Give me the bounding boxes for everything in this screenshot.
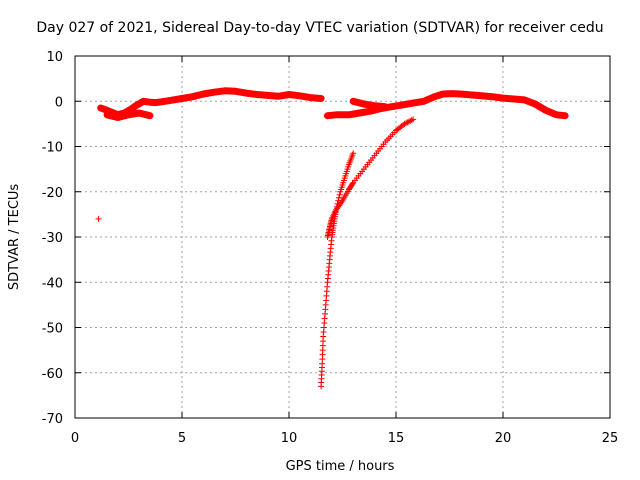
midday-band-point (524, 97, 531, 104)
midday-band-point (423, 97, 430, 104)
morning-band-point (192, 93, 199, 100)
midday-band-point (420, 98, 427, 105)
morning-band-point (195, 92, 202, 99)
midday-upper-band-point (355, 99, 362, 106)
morning-band-point (189, 93, 196, 100)
midday-band-point (367, 108, 374, 115)
morning-band-point (197, 91, 204, 98)
y-tick-label: -30 (42, 231, 63, 246)
morning-band-point (318, 95, 325, 102)
midday-band-point (526, 98, 533, 105)
x-tick-label: 0 (71, 431, 79, 446)
axes: 0 5 10 15 20 25 10 0 -10 -20 -30 -40 -50 -60 -70 (42, 50, 619, 446)
midday-band-point (428, 94, 435, 101)
morning-lower-band-point (117, 113, 124, 120)
plunge-left-branch-point (336, 191, 343, 198)
midday-band-point (562, 112, 569, 119)
morning-lower-band-point (138, 110, 145, 117)
plunge-left-branch-point (350, 150, 357, 157)
x-tick-label: 20 (495, 431, 512, 446)
midday-upper-band-point (382, 103, 389, 110)
midday-band-point (426, 95, 433, 102)
midday-band-point (542, 107, 549, 114)
y-tick-label: -20 (42, 186, 63, 201)
y-tick-label: 0 (55, 95, 63, 110)
morning-lower-band-point (114, 114, 121, 121)
morning-lower-band-point (104, 111, 111, 118)
morning-lower-band-point (122, 112, 129, 119)
grid (75, 56, 610, 418)
chart-title: Day 027 of 2021, Sidereal Day-to-day VTE… (36, 20, 603, 36)
plunge-right-branch-point (408, 117, 415, 124)
x-tick-label: 5 (178, 431, 186, 446)
midday-upper-band-point (350, 98, 357, 105)
midday-band-point (548, 109, 555, 116)
morning-lower-band-point (109, 113, 116, 120)
y-tick-label: -40 (42, 276, 63, 291)
morning-lower-band-point (120, 113, 127, 120)
morning-lower-band-point (144, 112, 151, 119)
morning-lower-band-point (141, 111, 148, 118)
y-tick-label: 10 (46, 50, 63, 65)
data-points (95, 87, 569, 390)
outlier-point (95, 215, 102, 222)
y-axis-label: SDTVAR / TECUs (7, 184, 22, 291)
midday-band-point (521, 96, 528, 103)
x-tick-label: 15 (388, 431, 405, 446)
x-axis-label: GPS time / hours (286, 459, 395, 474)
morning-lower-band-point (146, 112, 153, 119)
morning-lower-band-point (136, 110, 143, 117)
y-tick-label: -50 (42, 322, 63, 337)
midday-band-point (529, 99, 536, 106)
y-tick-label: -70 (42, 412, 63, 427)
plunge-right-branch-point (349, 180, 356, 187)
midday-band-point (550, 110, 557, 117)
plunge-left-branch-point (335, 194, 342, 201)
morning-lower-band-point (112, 113, 119, 120)
plunge-right-branch-point (410, 116, 417, 123)
y-tick-label: -60 (42, 367, 63, 382)
midday-upper-band-point (358, 100, 365, 107)
midday-band-point (545, 108, 552, 115)
x-tick-label: 10 (281, 431, 298, 446)
x-tick-label: 25 (602, 431, 619, 446)
midday-upper-band-point (352, 98, 359, 105)
y-tick-label: -10 (42, 141, 63, 156)
morning-lower-band-point (106, 112, 113, 119)
